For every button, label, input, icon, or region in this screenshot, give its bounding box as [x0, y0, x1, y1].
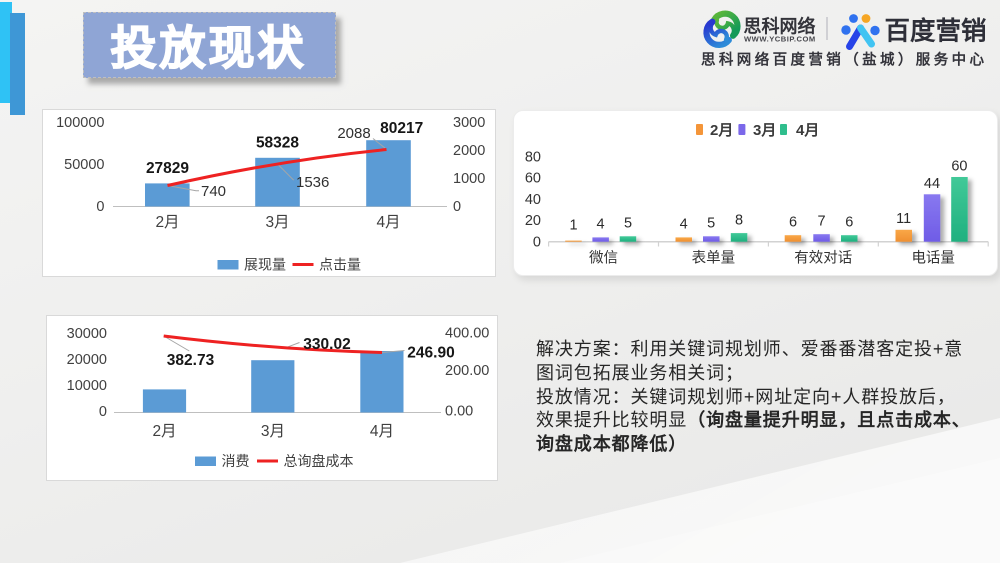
svg-text:4: 4: [597, 217, 605, 233]
svg-text:11: 11: [896, 211, 911, 227]
svg-text:7: 7: [818, 214, 826, 230]
svg-text:2月: 2月: [710, 122, 733, 139]
svg-text:WWW.YCBIP.COM: WWW.YCBIP.COM: [744, 35, 816, 44]
svg-text:382.73: 382.73: [167, 352, 215, 369]
svg-text:思科网络百度营销（盐城）服务中心: 思科网络百度营销（盐城）服务中心: [701, 51, 987, 69]
svg-text:消费: 消费: [222, 453, 250, 469]
svg-text:44: 44: [924, 176, 940, 192]
svg-text:6: 6: [845, 215, 853, 231]
svg-text:1000: 1000: [453, 171, 485, 187]
svg-text:2000: 2000: [453, 143, 485, 159]
svg-text:1: 1: [569, 218, 577, 234]
svg-text:5: 5: [624, 216, 632, 232]
svg-text:6: 6: [789, 215, 797, 231]
svg-text:8: 8: [735, 213, 743, 229]
svg-text:330.02: 330.02: [303, 336, 350, 353]
svg-text:0: 0: [453, 199, 461, 215]
svg-text:0: 0: [99, 404, 107, 420]
svg-text:电话量: 电话量: [911, 250, 955, 267]
svg-text:27829: 27829: [146, 160, 189, 177]
svg-text:0: 0: [96, 199, 104, 215]
svg-text:100000: 100000: [56, 115, 104, 131]
svg-text:60: 60: [951, 159, 967, 175]
svg-text:10000: 10000: [67, 378, 107, 394]
svg-text:80217: 80217: [380, 120, 423, 137]
svg-text:微信: 微信: [589, 250, 618, 267]
svg-text:5: 5: [707, 216, 715, 232]
svg-text:80: 80: [525, 150, 541, 166]
svg-text:2月: 2月: [155, 214, 179, 231]
svg-text:740: 740: [201, 183, 226, 200]
svg-text:4: 4: [680, 217, 688, 233]
svg-text:展现量: 展现量: [244, 257, 286, 273]
svg-text:3000: 3000: [453, 115, 485, 131]
svg-text:200.00: 200.00: [445, 363, 489, 379]
svg-text:30000: 30000: [67, 326, 107, 342]
svg-text:3月: 3月: [753, 122, 776, 139]
svg-text:2088: 2088: [337, 125, 370, 142]
svg-text:4月: 4月: [370, 423, 394, 440]
svg-text:有效对话: 有效对话: [794, 250, 852, 267]
svg-text:3月: 3月: [261, 423, 285, 440]
svg-text:点击量: 点击量: [319, 257, 361, 273]
svg-text:表单量: 表单量: [692, 250, 736, 267]
svg-text:总询盘成本: 总询盘成本: [284, 453, 354, 469]
svg-text:4月: 4月: [796, 122, 819, 139]
svg-text:1536: 1536: [296, 174, 329, 191]
svg-text:60: 60: [525, 171, 541, 187]
svg-text:50000: 50000: [64, 157, 104, 173]
svg-text:2月: 2月: [152, 423, 176, 440]
svg-text:4月: 4月: [376, 214, 400, 231]
svg-text:20000: 20000: [67, 352, 107, 368]
svg-text:40: 40: [525, 192, 541, 208]
svg-text:20: 20: [525, 213, 541, 229]
svg-text:0.00: 0.00: [445, 404, 473, 420]
svg-text:246.90: 246.90: [407, 345, 454, 362]
svg-text:3月: 3月: [265, 214, 289, 231]
svg-text:思科网络: 思科网络: [744, 16, 816, 37]
svg-text:百度营销: 百度营销: [885, 17, 987, 46]
svg-text:58328: 58328: [256, 135, 299, 152]
svg-text:400.00: 400.00: [445, 326, 489, 342]
svg-text:0: 0: [533, 235, 541, 251]
